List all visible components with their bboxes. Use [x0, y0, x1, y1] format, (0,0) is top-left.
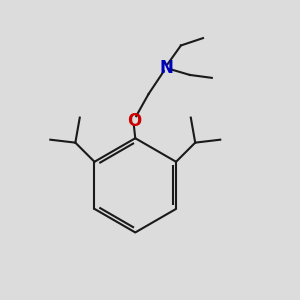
- Text: N: N: [159, 58, 173, 76]
- Text: O: O: [127, 112, 141, 130]
